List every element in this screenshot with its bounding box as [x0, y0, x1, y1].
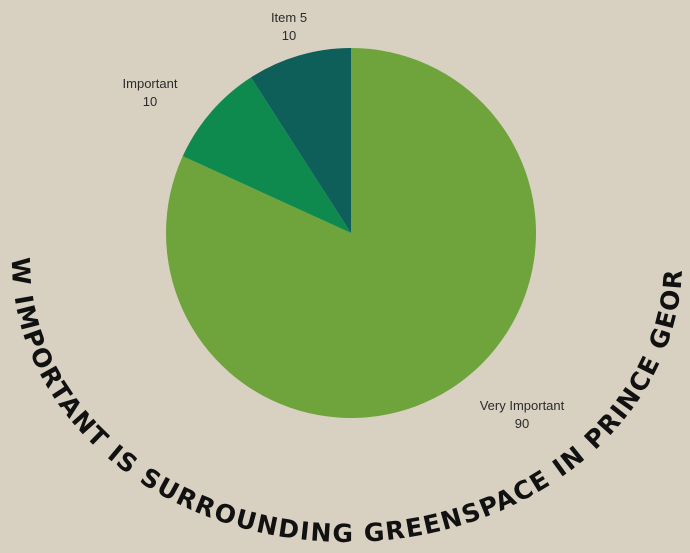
- pie-slice-very-important: [166, 48, 537, 419]
- pie-slice-important: [182, 77, 351, 233]
- slice-label-name: Important: [123, 76, 178, 91]
- slice-label-value: 10: [282, 28, 296, 43]
- slice-label-name: Very Important: [480, 398, 565, 413]
- slice-label-value: 90: [515, 416, 529, 431]
- slice-label-value: 10: [143, 94, 157, 109]
- slice-label-name: Item 5: [271, 10, 307, 25]
- pie-slices: [166, 48, 537, 419]
- pie-slice-item-5: [250, 48, 351, 233]
- pie-data-labels: Very Important 90 Important 10 Item 5 10: [123, 10, 565, 431]
